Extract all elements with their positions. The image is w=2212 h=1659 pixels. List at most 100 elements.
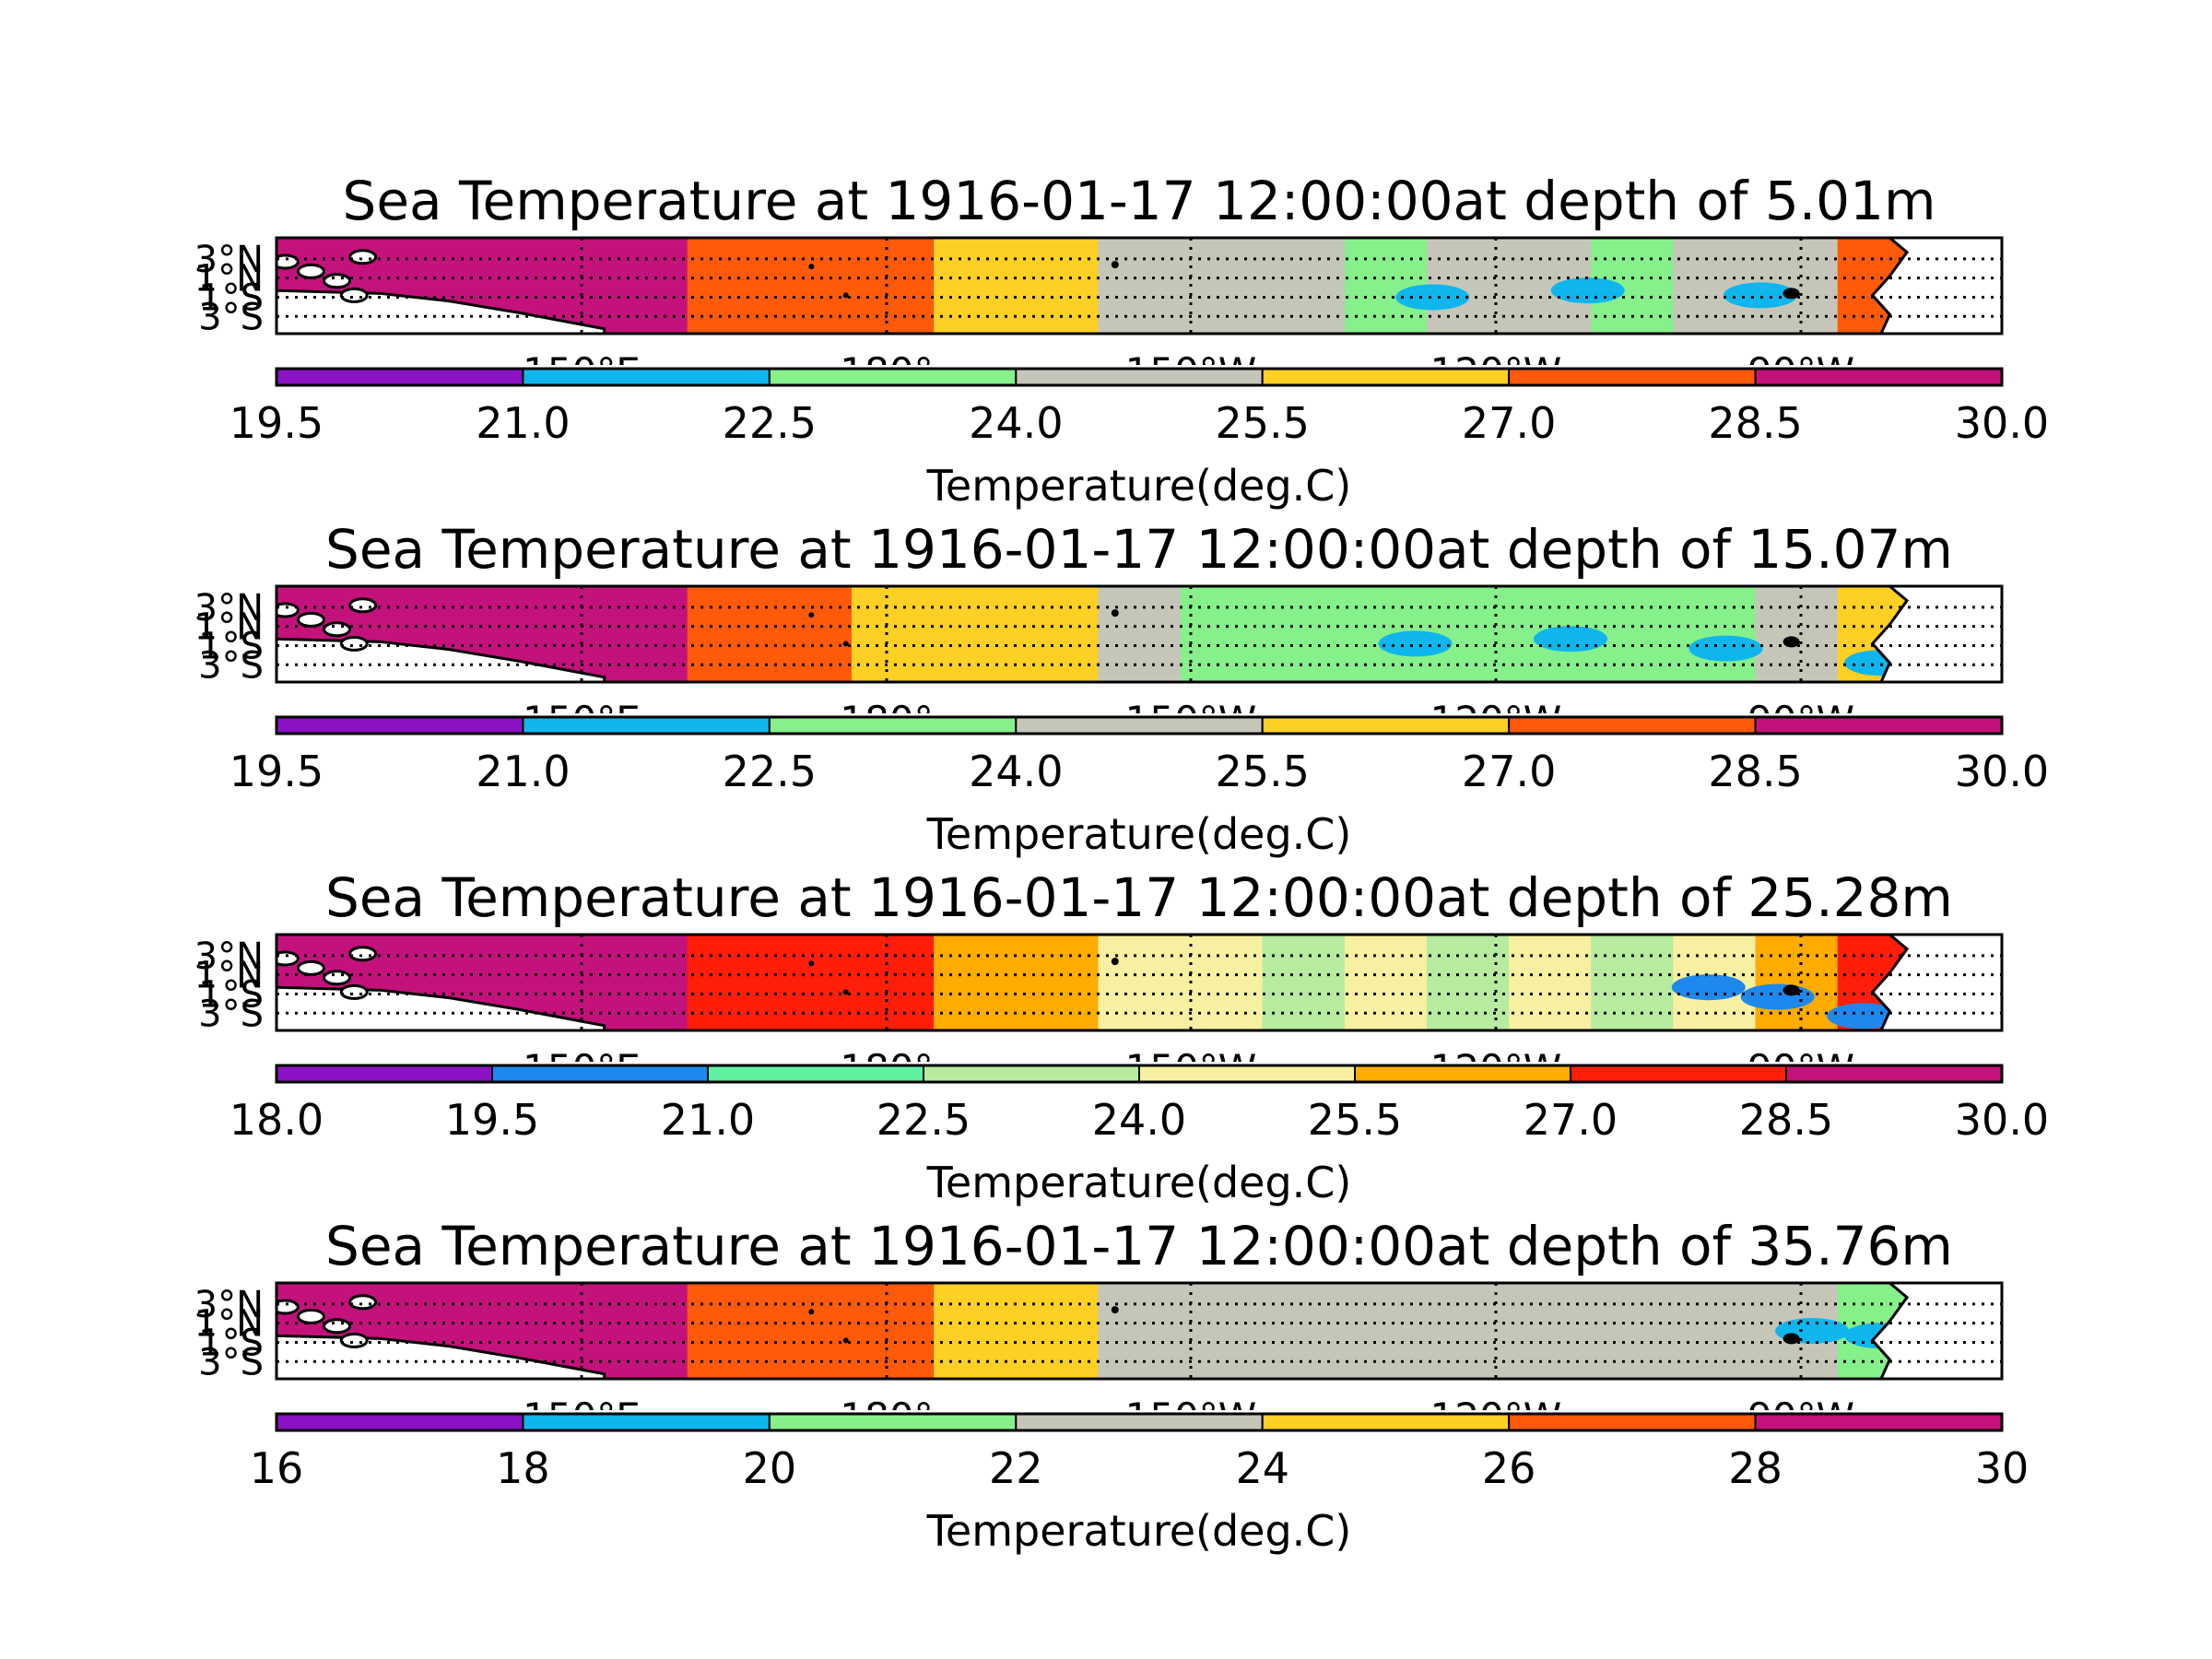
island bbox=[1111, 261, 1119, 269]
cold-patch bbox=[1723, 282, 1797, 309]
colorbar-tick-label: 30.0 bbox=[1955, 398, 2049, 448]
panel-4: Sea Temperature at 1916-01-17 12:00:00at… bbox=[194, 1215, 2030, 1556]
colorbar-tick-label: 16 bbox=[250, 1443, 304, 1493]
colorbar-swatch bbox=[1138, 1065, 1356, 1083]
colorbar-tick-label: 28.5 bbox=[1708, 747, 1802, 796]
field-cell bbox=[1016, 935, 1100, 1030]
island bbox=[1111, 609, 1119, 618]
field-cell bbox=[605, 238, 688, 334]
field-cell bbox=[1673, 1283, 1757, 1379]
colorbar-swatch bbox=[1261, 1413, 1511, 1431]
field-cell bbox=[1591, 1283, 1675, 1379]
panel-3: Sea Temperature at 1916-01-17 12:00:00at… bbox=[194, 866, 2050, 1207]
field-cell bbox=[934, 935, 1018, 1030]
cold-patch bbox=[1378, 630, 1453, 657]
colorbar-swatch bbox=[707, 1065, 924, 1083]
galapagos-islands bbox=[1783, 636, 1800, 648]
lat-tick-label: 3°N bbox=[194, 1284, 264, 1326]
colorbar-swatch bbox=[768, 716, 1018, 735]
island bbox=[1111, 958, 1119, 966]
field-cell bbox=[1098, 586, 1182, 682]
field-cell bbox=[1098, 238, 1182, 334]
lat-tick-label: 1°N bbox=[194, 606, 264, 649]
colorbar-tick-label: 24 bbox=[1235, 1443, 1289, 1493]
field-cell bbox=[1262, 586, 1346, 682]
island bbox=[276, 253, 300, 270]
colorbar-tick-label: 30 bbox=[1975, 1443, 2030, 1493]
colorbar-swatch bbox=[768, 1413, 1018, 1431]
colorbar-swatch bbox=[1015, 368, 1264, 386]
colorbar-label: Temperature(deg.C) bbox=[926, 809, 1352, 859]
island bbox=[842, 1337, 849, 1344]
field-cell bbox=[1755, 586, 1839, 682]
field-cell bbox=[605, 935, 688, 1030]
field-cell bbox=[1016, 238, 1100, 334]
island bbox=[296, 611, 325, 628]
field-cell bbox=[1427, 1283, 1511, 1379]
field-cell bbox=[1016, 1283, 1100, 1379]
field-cell bbox=[1016, 586, 1100, 682]
field-cell bbox=[1509, 1283, 1593, 1379]
field-cell bbox=[1427, 935, 1511, 1030]
field-cell bbox=[1098, 935, 1182, 1030]
colorbar-tick-label: 27.0 bbox=[1462, 747, 1556, 796]
field-cell bbox=[1673, 586, 1757, 682]
field-cell bbox=[687, 1283, 771, 1379]
sst-field bbox=[276, 935, 2002, 1030]
field-cell bbox=[852, 586, 935, 682]
island bbox=[808, 960, 815, 967]
lat-tick-label: 1°S bbox=[198, 1322, 264, 1364]
colorbar-swatch bbox=[276, 1413, 524, 1431]
panel-1: Sea Temperature at 1916-01-17 12:00:00at… bbox=[194, 170, 2050, 511]
colorbar-tick-label: 19.5 bbox=[445, 1095, 539, 1145]
field-cell bbox=[852, 935, 935, 1030]
colorbar-tick-label: 28 bbox=[1728, 1443, 1783, 1493]
field-cell bbox=[1098, 1283, 1182, 1379]
colorbar-tick-label: 19.5 bbox=[229, 747, 324, 796]
cold-patch bbox=[1671, 974, 1746, 1001]
colorbar-tick-label: 22.5 bbox=[723, 398, 817, 448]
island bbox=[323, 970, 352, 986]
colorbar-swatch bbox=[1015, 1413, 1264, 1431]
cold-patch bbox=[1740, 983, 1815, 1010]
island bbox=[348, 1294, 378, 1311]
lat-tick-label: 1°N bbox=[194, 955, 264, 997]
lat-tick-label: 1°S bbox=[198, 276, 264, 319]
colorbar-label: Temperature(deg.C) bbox=[926, 1158, 1352, 1207]
colorbar-tick-label: 24.0 bbox=[1092, 1095, 1186, 1145]
colorbar-swatch bbox=[522, 1413, 771, 1431]
field-cell bbox=[1755, 935, 1839, 1030]
field-cell bbox=[769, 238, 853, 334]
island bbox=[808, 612, 815, 618]
colorbar-swatch bbox=[1508, 716, 1757, 735]
map-frame bbox=[275, 933, 2004, 1032]
island bbox=[808, 264, 815, 270]
island bbox=[296, 263, 325, 279]
colorbar-swatch bbox=[276, 1065, 493, 1083]
colorbar-tick-label: 21.0 bbox=[476, 398, 570, 448]
colorbar-tick-label: 30.0 bbox=[1955, 747, 2049, 796]
island bbox=[323, 621, 352, 638]
galapagos-islands bbox=[1783, 984, 1800, 996]
colorbar-swatch bbox=[1354, 1065, 1571, 1083]
field-cell bbox=[769, 1283, 853, 1379]
lat-tick-label: 1°S bbox=[198, 625, 264, 667]
colorbar-swatch bbox=[276, 716, 524, 735]
cold-patch bbox=[1688, 635, 1763, 662]
colorbar-tick-label: 22 bbox=[989, 1443, 1043, 1493]
island bbox=[339, 635, 369, 652]
colorbar-swatch bbox=[1261, 368, 1511, 386]
lat-tick-label: 1°N bbox=[194, 258, 264, 300]
lat-tick-label: 1°S bbox=[198, 973, 264, 1016]
lat-tick-label: 3°N bbox=[194, 239, 264, 281]
panel-title: Sea Temperature at 1916-01-17 12:00:00at… bbox=[325, 518, 1953, 581]
island bbox=[276, 602, 300, 618]
colorbar-tick-label: 30.0 bbox=[1955, 1095, 2049, 1145]
colorbar-swatch bbox=[1754, 368, 2003, 386]
island bbox=[348, 946, 378, 962]
island bbox=[276, 1299, 300, 1315]
sst-field bbox=[276, 586, 2002, 682]
colorbar-swatch bbox=[1754, 1413, 2003, 1431]
lat-tick-label: 3°S bbox=[198, 644, 264, 687]
